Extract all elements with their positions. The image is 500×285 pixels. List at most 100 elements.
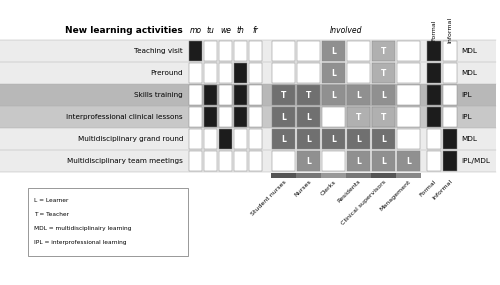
Bar	[272, 63, 295, 83]
Bar	[297, 151, 320, 171]
Bar	[371, 173, 396, 178]
Bar	[234, 63, 247, 83]
Bar	[204, 41, 217, 61]
Bar	[189, 107, 202, 127]
Text: T: T	[281, 91, 286, 99]
Bar	[443, 63, 457, 83]
Text: Student nurses: Student nurses	[250, 179, 287, 216]
Bar	[204, 63, 217, 83]
Bar	[427, 41, 441, 61]
Bar	[443, 107, 457, 127]
Text: T: T	[381, 113, 386, 121]
Text: Formal: Formal	[432, 19, 436, 41]
Text: Management: Management	[379, 179, 412, 212]
Bar	[322, 107, 345, 127]
Bar	[219, 107, 232, 127]
Text: L = Learner: L = Learner	[34, 198, 68, 203]
Text: L: L	[356, 91, 361, 99]
Bar	[443, 151, 457, 171]
Bar	[234, 85, 247, 105]
Text: L: L	[331, 46, 336, 56]
Text: IPL = interprofessional learning: IPL = interprofessional learning	[34, 240, 126, 245]
Bar	[296, 173, 321, 178]
Bar	[397, 85, 420, 105]
Bar	[249, 63, 262, 83]
Bar	[234, 151, 247, 171]
Bar	[204, 85, 217, 105]
Bar	[297, 41, 320, 61]
Text: L: L	[331, 135, 336, 144]
Text: L: L	[281, 113, 286, 121]
Text: L: L	[331, 68, 336, 78]
Text: Clinical supervisors: Clinical supervisors	[340, 179, 387, 226]
Bar	[189, 41, 202, 61]
Text: IPL: IPL	[461, 114, 471, 120]
Bar	[427, 107, 441, 127]
Text: Multidisciplinary team meetings: Multidisciplinary team meetings	[67, 158, 183, 164]
Text: th: th	[236, 26, 244, 34]
Text: MDL: MDL	[461, 70, 477, 76]
Bar	[347, 107, 370, 127]
Bar	[28, 188, 188, 256]
Bar	[272, 41, 295, 61]
Bar	[427, 63, 441, 83]
Bar	[249, 129, 262, 149]
Bar	[322, 63, 345, 83]
Bar	[0, 62, 496, 84]
Bar	[443, 129, 457, 149]
Text: Involved: Involved	[330, 26, 362, 34]
Bar	[397, 151, 420, 171]
Text: mo: mo	[190, 26, 202, 34]
Bar	[372, 107, 395, 127]
Bar	[249, 85, 262, 105]
Bar	[272, 129, 295, 149]
Text: Skills training: Skills training	[134, 92, 183, 98]
Bar	[322, 85, 345, 105]
Bar	[427, 129, 441, 149]
Bar	[272, 107, 295, 127]
Bar	[219, 63, 232, 83]
Text: Interprofessional clinical lessons: Interprofessional clinical lessons	[66, 114, 183, 120]
Bar	[272, 151, 295, 171]
Bar	[219, 85, 232, 105]
Bar	[297, 107, 320, 127]
Bar	[0, 40, 496, 62]
Text: L: L	[381, 135, 386, 144]
Bar	[443, 85, 457, 105]
Bar	[347, 41, 370, 61]
Text: Clerks: Clerks	[320, 179, 337, 196]
Bar	[443, 41, 457, 61]
Bar	[189, 129, 202, 149]
Bar	[0, 18, 500, 40]
Text: IPL: IPL	[461, 92, 471, 98]
Text: L: L	[381, 156, 386, 166]
Text: Teaching visit: Teaching visit	[134, 48, 183, 54]
Bar	[372, 41, 395, 61]
Bar	[372, 63, 395, 83]
Bar	[219, 151, 232, 171]
Text: T: T	[306, 91, 311, 99]
Text: T = Teacher: T = Teacher	[34, 212, 69, 217]
Text: Preround: Preround	[150, 70, 183, 76]
Bar	[219, 129, 232, 149]
Text: L: L	[356, 156, 361, 166]
Text: L: L	[281, 135, 286, 144]
Bar	[347, 151, 370, 171]
Bar	[249, 107, 262, 127]
Bar	[0, 128, 496, 150]
Text: Residents: Residents	[337, 179, 362, 204]
Bar	[297, 85, 320, 105]
Text: L: L	[406, 156, 411, 166]
Bar	[297, 129, 320, 149]
Bar	[271, 173, 296, 178]
Bar	[272, 85, 295, 105]
Bar	[322, 129, 345, 149]
Bar	[397, 41, 420, 61]
Text: L: L	[306, 156, 311, 166]
Text: MDL: MDL	[461, 48, 477, 54]
Bar	[322, 41, 345, 61]
Bar	[234, 107, 247, 127]
Bar	[189, 151, 202, 171]
Bar	[347, 129, 370, 149]
Bar	[427, 85, 441, 105]
